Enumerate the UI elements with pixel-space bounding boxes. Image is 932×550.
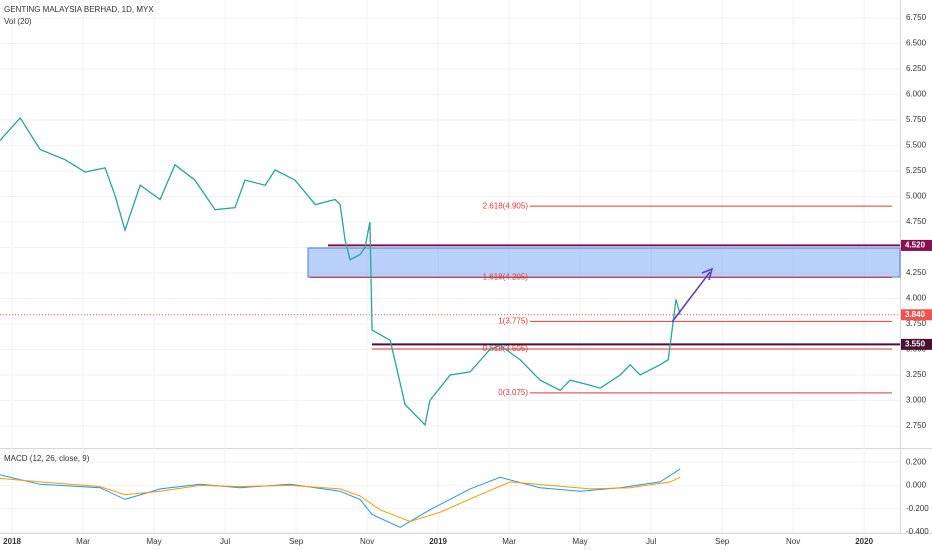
y-tick-label: 6.250: [906, 64, 927, 73]
y-tick-label: 6.750: [906, 13, 927, 22]
y-tick-label: 5.250: [906, 166, 927, 175]
y-tick-label: 3.000: [906, 396, 927, 405]
y-tick-label: 5.500: [906, 141, 927, 150]
volume-label: Vol (20): [4, 17, 32, 26]
price-tag-label: 3.550: [905, 339, 926, 348]
y-tick-label: 4.000: [906, 294, 927, 303]
x-tick-label: Nov: [360, 537, 374, 546]
x-tick-label: May: [147, 537, 162, 546]
fib-label: 1.618(4.205): [483, 273, 529, 282]
projection-arrow: [671, 271, 711, 323]
macd-title: MACD (12, 26, close, 9): [4, 454, 90, 463]
fib-label: 1(3.775): [498, 317, 528, 326]
chart-title: GENTING MALAYSIA BERHAD, 1D, MYX: [4, 5, 154, 14]
x-tick-label: 2019: [429, 537, 447, 546]
price-tag: [901, 239, 932, 251]
price-tag-label: 4.520: [905, 241, 926, 250]
price-line: [0, 116, 681, 427]
y-tick-label: 6.500: [906, 39, 927, 48]
fib-label: 0(3.075): [498, 388, 528, 397]
y-tick-label: 3.250: [906, 370, 927, 379]
x-tick-label: Jul: [646, 537, 656, 546]
x-tick-label: 2018: [3, 537, 21, 546]
arrow-head: [701, 267, 714, 281]
y-tick-label: 5.000: [906, 192, 927, 201]
macd-tick-label: 0.200: [906, 457, 927, 466]
price-tag: [901, 338, 932, 350]
x-tick-label: 2020: [855, 537, 873, 546]
macd-tick-label: 0.000: [906, 481, 927, 490]
y-tick-label: 6.000: [906, 90, 927, 99]
y-tick-label: 4.250: [906, 268, 927, 277]
y-tick-label: 3.750: [906, 319, 927, 328]
y-tick-label: 4.750: [906, 217, 927, 226]
macd-tick-label: -0.200: [906, 504, 929, 513]
y-tick-label: 5.750: [906, 115, 927, 124]
fib-label: 2.618(4.905): [483, 201, 529, 210]
supply-zone: [307, 247, 901, 278]
macd-line: [0, 476, 681, 523]
x-tick-label: Sep: [715, 537, 730, 546]
y-tick-label: 2.750: [906, 421, 927, 430]
x-tick-label: Nov: [786, 537, 800, 546]
x-tick-label: May: [573, 537, 588, 546]
x-tick-label: Sep: [289, 537, 304, 546]
macd-line: [0, 468, 681, 528]
x-tick-label: Jul: [220, 537, 230, 546]
x-tick-label: Mar: [502, 537, 516, 546]
macd-tick-label: -0.400: [906, 527, 929, 536]
price-tag-label: 3.840: [905, 310, 926, 319]
price-tag: [901, 309, 932, 321]
x-tick-label: Mar: [76, 537, 90, 546]
